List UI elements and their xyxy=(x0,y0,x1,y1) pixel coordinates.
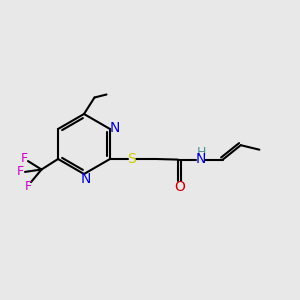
Text: N: N xyxy=(196,152,206,166)
Text: N: N xyxy=(110,122,120,135)
Text: S: S xyxy=(127,152,136,166)
Text: O: O xyxy=(174,180,185,194)
Text: F: F xyxy=(17,165,24,178)
Text: F: F xyxy=(21,152,28,165)
Text: H: H xyxy=(196,146,206,159)
Text: F: F xyxy=(25,180,32,193)
Text: N: N xyxy=(80,172,91,186)
